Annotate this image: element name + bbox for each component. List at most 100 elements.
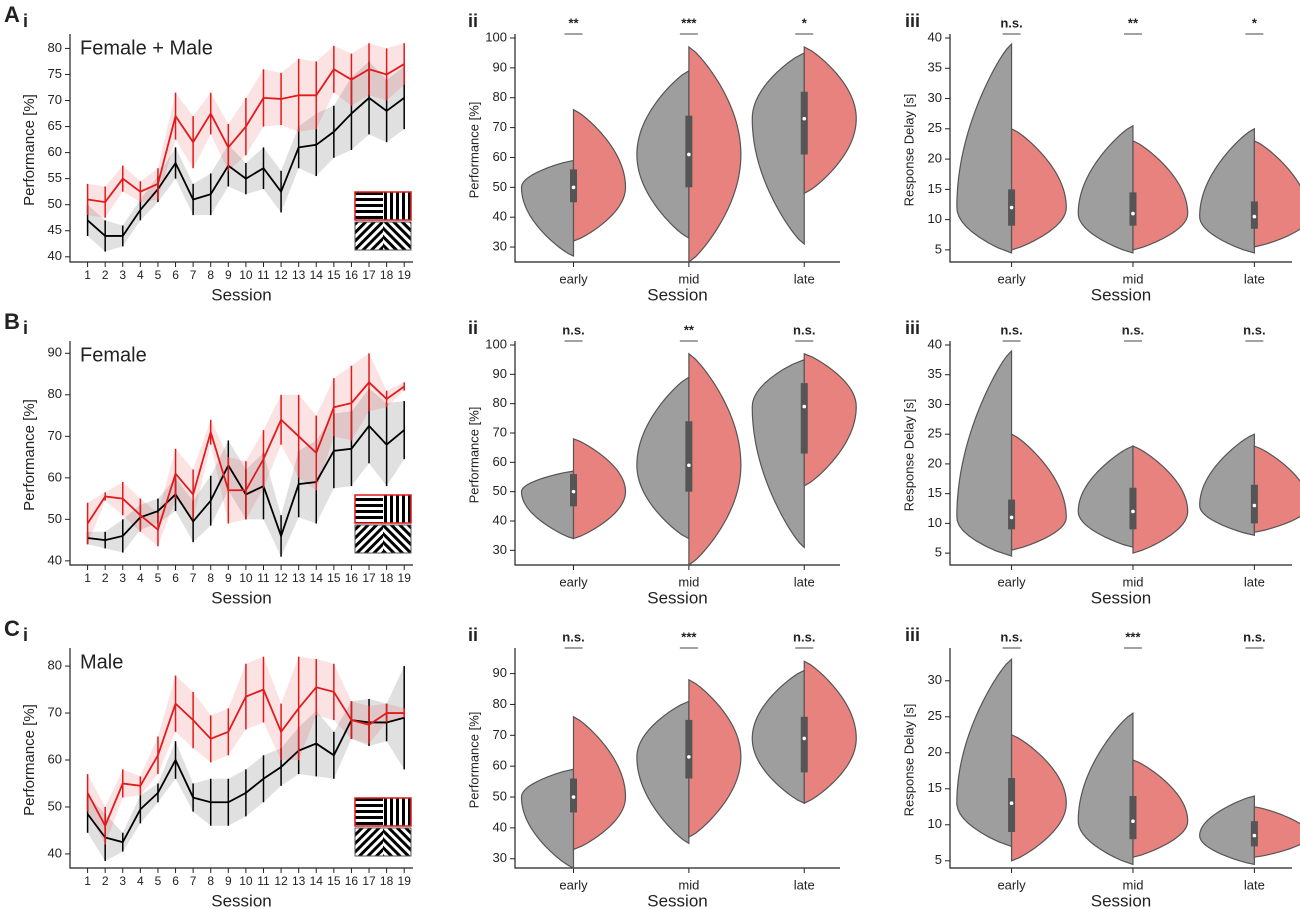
x-tick-label: early [997, 574, 1026, 589]
y-axis-label: Performance [%] [21, 399, 38, 511]
icon-border-top [354, 191, 412, 221]
significance: ** [684, 322, 695, 337]
x-tick-label: 2 [102, 268, 109, 282]
x-tick-label: 14 [310, 571, 324, 585]
icon-border-top [354, 494, 412, 524]
y-tick-label: 70 [493, 119, 507, 134]
violin-half [688, 678, 742, 839]
icon-d2 [383, 828, 411, 856]
violin-half [1199, 433, 1255, 537]
box [685, 421, 693, 492]
significance: *** [681, 629, 697, 644]
icon-border-bottom [354, 221, 412, 251]
box [685, 115, 693, 188]
x-tick-label: 11 [257, 268, 270, 282]
median [571, 795, 576, 799]
x-tick-label: mid [678, 271, 699, 286]
row-label: B [4, 309, 20, 334]
y-tick-label: 80 [493, 395, 507, 410]
axis-spine [514, 341, 840, 566]
x-tick-label: 1 [84, 268, 91, 282]
x-tick-label: 11 [257, 874, 270, 888]
x-tick-label: 9 [225, 268, 232, 282]
box [1129, 796, 1137, 840]
violin-half [636, 69, 690, 240]
y-tick-label: 70 [493, 727, 507, 742]
y-tick-label: 5 [935, 852, 942, 867]
x-tick-label: 15 [327, 268, 341, 282]
significance: n.s. [1122, 322, 1144, 337]
axis-spine [949, 34, 1292, 263]
panel-label: ii [468, 318, 478, 338]
x-tick-label: 3 [119, 571, 126, 585]
violin-half [751, 358, 805, 549]
y-tick-label: 80 [48, 386, 62, 401]
x-tick-label: mid [678, 574, 699, 589]
error-band [87, 656, 405, 845]
box [685, 719, 693, 779]
x-tick-label: 4 [137, 571, 144, 585]
x-tick-label: 6 [172, 874, 179, 888]
x-tick-label: 3 [119, 874, 126, 888]
panel-label: ii [468, 11, 478, 31]
median [687, 755, 691, 759]
violin-half [956, 42, 1013, 254]
significance: n.s. [793, 629, 815, 644]
y-tick-label: 20 [928, 151, 942, 166]
y-tick-label: 35 [928, 60, 942, 75]
x-tick-label: 15 [327, 874, 341, 888]
median [1009, 515, 1014, 520]
violin-half [636, 376, 690, 540]
x-axis-label: Session [1091, 891, 1151, 909]
x-tick-label: 10 [239, 571, 253, 585]
violin-half [572, 108, 627, 242]
x-tick-label: 2 [102, 874, 109, 888]
x-tick-label: 8 [207, 874, 214, 888]
x-tick-label: late [794, 574, 815, 589]
y-tick-label: 30 [493, 850, 507, 865]
y-tick-label: 50 [493, 179, 507, 194]
median [571, 185, 576, 190]
y-tick-label: 50 [493, 483, 507, 498]
violin-half [1199, 127, 1255, 254]
icon-d1 [355, 828, 383, 856]
x-tick-label: early [997, 271, 1026, 286]
y-axis-label: Performance [%] [21, 704, 38, 816]
chart-title: Female [80, 344, 147, 366]
y-tick-label: 80 [48, 658, 62, 673]
median [1252, 503, 1257, 508]
significance: n.s. [562, 322, 584, 337]
row-label: A [4, 2, 20, 27]
x-tick-label: mid [1122, 574, 1143, 589]
y-axis-label: Performance [%] [466, 407, 481, 504]
x-tick-label: 19 [398, 874, 412, 888]
y-tick-label: 40 [493, 512, 507, 527]
axis-spine [949, 341, 1292, 566]
y-tick-label: 40 [493, 819, 507, 834]
y-tick-label: 40 [48, 552, 62, 567]
x-tick-label: 5 [155, 268, 162, 282]
y-tick-label: 5 [935, 241, 942, 256]
y-tick-label: 60 [493, 758, 507, 773]
y-tick-label: 60 [493, 149, 507, 164]
x-tick-label: 6 [172, 268, 179, 282]
box [800, 383, 808, 454]
y-tick-label: 60 [48, 751, 62, 766]
icon-v [383, 798, 411, 826]
y-tick-label: 30 [928, 672, 942, 687]
y-tick-label: 75 [48, 66, 62, 81]
significance: *** [1125, 629, 1141, 644]
x-tick-label: 14 [310, 268, 324, 282]
x-tick-label: early [559, 271, 588, 286]
y-tick-label: 25 [928, 708, 942, 723]
x-axis-label: Session [1091, 588, 1151, 607]
x-tick-label: 12 [274, 268, 288, 282]
y-tick-label: 45 [48, 222, 62, 237]
x-tick-label: 5 [155, 874, 162, 888]
icon-border-top [354, 797, 412, 827]
y-axis-label: Response Delay [s] [901, 399, 916, 512]
error-band [87, 353, 405, 547]
x-tick-label: 7 [190, 874, 197, 888]
x-tick-label: 15 [327, 571, 341, 585]
panel-label: i [23, 625, 28, 645]
